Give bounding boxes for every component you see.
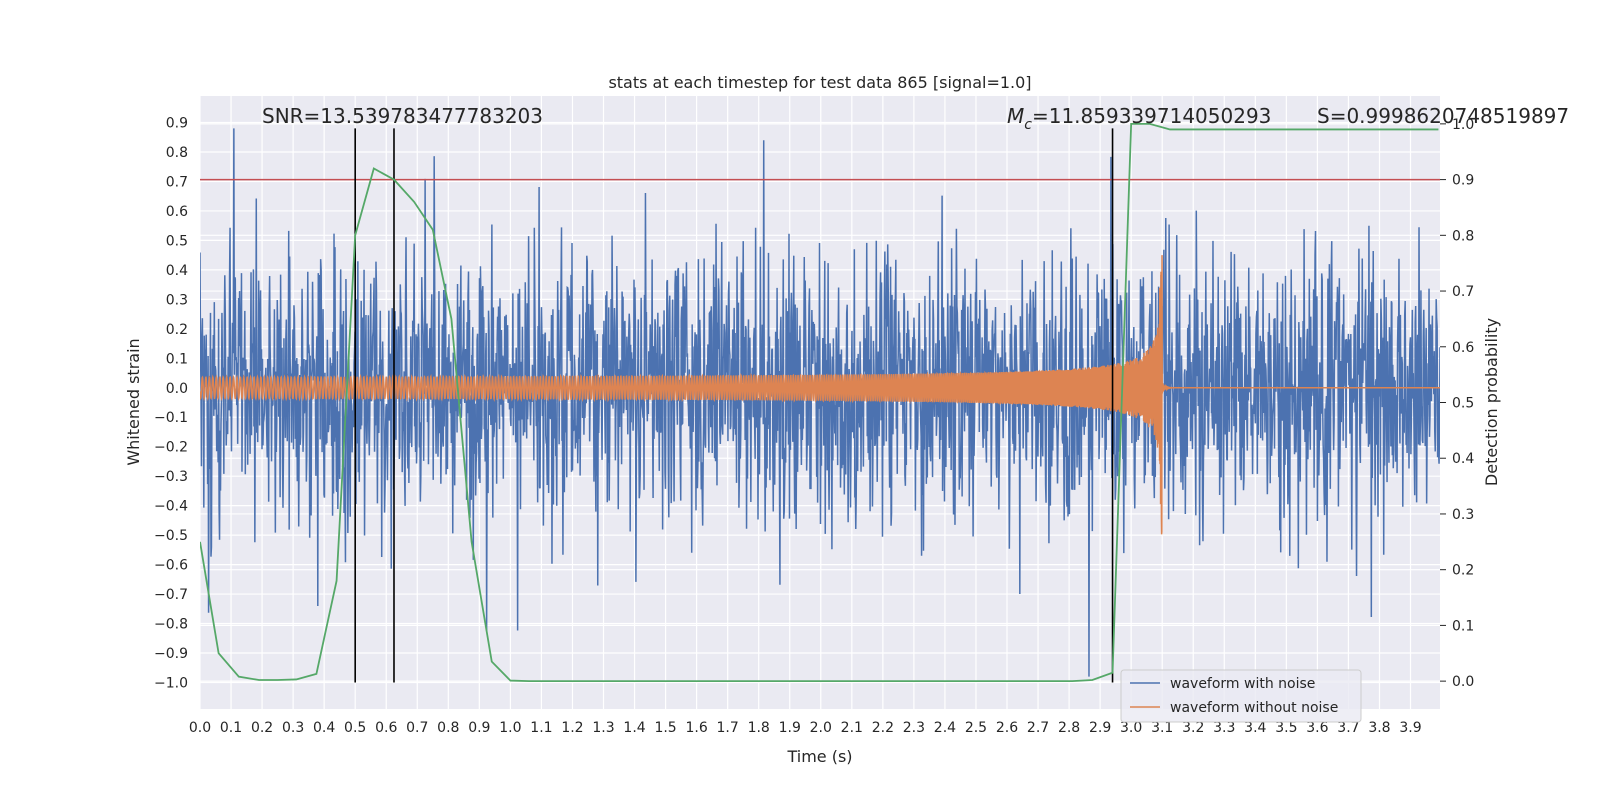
y-tick-label: 0.6 bbox=[166, 204, 188, 220]
x-tick-label: 1.8 bbox=[748, 720, 770, 736]
y-tick-label: 0.2 bbox=[166, 322, 188, 338]
y-tick-label: −0.1 bbox=[154, 410, 188, 426]
x-tick-label: 2.8 bbox=[1058, 720, 1080, 736]
y2-tick-label: 0.6 bbox=[1452, 340, 1474, 356]
y-tick-label: −0.7 bbox=[154, 587, 188, 603]
legend-frame bbox=[1120, 669, 1362, 723]
plot-clip-group bbox=[200, 122, 1440, 683]
snr-annotation: SNR=13.539783477783203 bbox=[262, 104, 543, 128]
legend-label-clean: waveform without noise bbox=[1170, 700, 1338, 716]
y-tick-label: −0.3 bbox=[154, 469, 188, 485]
x-tick-label: 2.6 bbox=[996, 720, 1018, 736]
x-tick-label: 0.4 bbox=[313, 720, 335, 736]
x-tick-label: 0.0 bbox=[189, 720, 211, 736]
x-tick-label: 0.5 bbox=[344, 720, 366, 736]
y2-tick-label: 0.1 bbox=[1452, 618, 1474, 634]
x-tick-label: 2.3 bbox=[903, 720, 925, 736]
y2-tick-label: 0.3 bbox=[1452, 507, 1474, 523]
x-tick-label: 2.7 bbox=[1027, 720, 1049, 736]
x-tick-label: 1.6 bbox=[685, 720, 707, 736]
x-tick-label: 3.9 bbox=[1399, 720, 1421, 736]
x-tick-label: 3.7 bbox=[1337, 720, 1359, 736]
chirp-mass-annotation: Mc=11.859339714050293 bbox=[1007, 104, 1271, 133]
x-tick-label: 2.4 bbox=[934, 720, 956, 736]
x-tick-label: 2.0 bbox=[810, 720, 832, 736]
x-tick-label: 3.3 bbox=[1213, 720, 1235, 736]
x-tick-label: 2.2 bbox=[872, 720, 894, 736]
chirp-mass-subscript: c bbox=[1024, 117, 1032, 133]
y-tick-label: −0.5 bbox=[154, 528, 188, 544]
y-axis-label: Whitened strain bbox=[124, 338, 143, 465]
y2-tick-label: 0.0 bbox=[1452, 674, 1474, 690]
y-tick-label: 0.8 bbox=[166, 145, 188, 161]
y-tick-label: 0.0 bbox=[166, 381, 188, 397]
x-tick-label: 3.4 bbox=[1244, 720, 1266, 736]
y2-tick-label: 0.9 bbox=[1452, 173, 1474, 189]
x-tick-label: 1.0 bbox=[499, 720, 521, 736]
y-tick-label: −0.4 bbox=[154, 499, 188, 515]
x-tick-label: 0.2 bbox=[251, 720, 273, 736]
x-tick-label: 1.2 bbox=[561, 720, 583, 736]
y-tick-label: 0.7 bbox=[166, 174, 188, 190]
x-tick-label: 1.7 bbox=[717, 720, 739, 736]
chirp-mass-symbol: M bbox=[1007, 104, 1024, 128]
x-tick-label: 2.5 bbox=[965, 720, 987, 736]
series-layer bbox=[200, 122, 1440, 683]
y2-tick-label: 0.2 bbox=[1452, 563, 1474, 579]
x-tick-label: 0.9 bbox=[468, 720, 490, 736]
x-tick-label: 0.3 bbox=[282, 720, 304, 736]
x-tick-label: 1.5 bbox=[654, 720, 676, 736]
y-tick-label: −0.8 bbox=[154, 617, 188, 633]
clean-waveform-line bbox=[200, 255, 1440, 535]
legend: waveform with noise waveform without noi… bbox=[1120, 669, 1362, 723]
y-tick-label: 0.5 bbox=[166, 233, 188, 249]
y2-axis-ticks: 1.0 0.9 0.8 0.7 0.6 0.5 0.4 0.3 0.2 0.1 0.0 bbox=[1440, 117, 1474, 690]
x-tick-label: 1.4 bbox=[623, 720, 645, 736]
x-tick-label: 1.9 bbox=[779, 720, 801, 736]
y-tick-label: −0.6 bbox=[154, 558, 188, 574]
y2-axis-label: Detection probability bbox=[1482, 318, 1501, 486]
x-axis-ticks: 0.0 0.1 0.2 0.3 0.4 0.5 0.6 0.7 0.8 0.9 1.0 1.1 1.2 1… bbox=[189, 720, 1422, 736]
x-tick-label: 3.5 bbox=[1275, 720, 1297, 736]
y-axis-ticks: 0.9 0.8 0.7 0.6 0.5 0.4 0.3 0.2 0.1 0.0 −0.1 −0.2 −0… bbox=[154, 116, 188, 692]
x-tick-label: 1.3 bbox=[592, 720, 614, 736]
x-tick-label: 3.8 bbox=[1368, 720, 1390, 736]
y2-tick-label: 1.0 bbox=[1452, 117, 1474, 133]
x-tick-label: 3.2 bbox=[1182, 720, 1204, 736]
x-tick-label: 0.6 bbox=[375, 720, 397, 736]
x-tick-label: 2.9 bbox=[1089, 720, 1111, 736]
chirp-mass-value: =11.859339714050293 bbox=[1032, 104, 1271, 128]
x-tick-label: 3.1 bbox=[1151, 720, 1173, 736]
x-tick-label: 1.1 bbox=[530, 720, 552, 736]
legend-label-noise: waveform with noise bbox=[1170, 676, 1315, 692]
y-tick-label: 0.1 bbox=[166, 351, 188, 367]
y-tick-label: −0.9 bbox=[154, 646, 188, 662]
x-tick-label: 0.7 bbox=[406, 720, 428, 736]
y-tick-label: −1.0 bbox=[154, 675, 188, 691]
x-tick-label: 2.1 bbox=[841, 720, 863, 736]
y2-tick-label: 0.7 bbox=[1452, 284, 1474, 300]
x-tick-label: 3.6 bbox=[1306, 720, 1328, 736]
detection-probability-line bbox=[200, 122, 1439, 683]
x-tick-label: 0.8 bbox=[437, 720, 459, 736]
y-tick-label: 0.9 bbox=[166, 116, 188, 132]
chart-title: stats at each timestep for test data 865… bbox=[608, 73, 1031, 92]
y-tick-label: 0.4 bbox=[166, 263, 188, 279]
y2-tick-label: 0.4 bbox=[1452, 451, 1474, 467]
x-axis-label: Time (s) bbox=[786, 747, 852, 766]
y-tick-label: 0.3 bbox=[166, 292, 188, 308]
y2-tick-label: 0.5 bbox=[1452, 396, 1474, 412]
x-tick-label: 0.1 bbox=[220, 720, 242, 736]
x-tick-label: 3.0 bbox=[1120, 720, 1142, 736]
y-tick-label: −0.2 bbox=[154, 440, 188, 456]
y2-tick-label: 0.8 bbox=[1452, 228, 1474, 244]
s-annotation: S=0.9998620748519897 bbox=[1317, 104, 1569, 128]
